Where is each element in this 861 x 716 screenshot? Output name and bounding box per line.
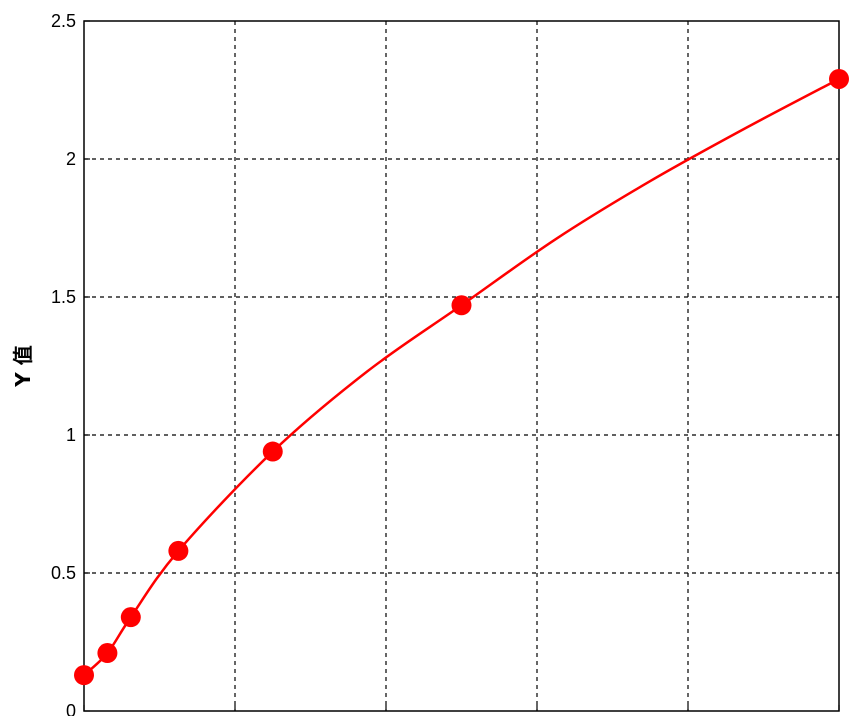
x-axis-ticks: [83, 705, 840, 711]
plot-area-frame: [83, 20, 840, 712]
data-point-marker: [262, 441, 283, 462]
data-point-marker: [451, 295, 472, 316]
data-point-marker: [74, 665, 94, 686]
data-markers: [74, 68, 849, 686]
gridlines: [84, 21, 839, 711]
y-tick-label: 2: [66, 149, 76, 169]
data-point-marker: [120, 607, 141, 628]
y-axis-label: Y 值: [11, 345, 35, 387]
y-tick-label: 2.5: [51, 11, 76, 31]
y-tick-label: 1: [66, 425, 76, 445]
y-axis-ticks: 0 0.5 1 1.5 2 2.5: [51, 11, 90, 716]
y-tick-label: 1.5: [51, 287, 76, 307]
y-tick-label: 0: [66, 701, 76, 716]
fit-curve-layer: [83, 77, 840, 677]
data-point-marker: [829, 68, 849, 89]
y-tick-label: 0.5: [51, 563, 76, 583]
data-point-marker: [168, 540, 189, 561]
data-point-marker: [97, 643, 118, 664]
fit-curve-line: [83, 77, 840, 677]
